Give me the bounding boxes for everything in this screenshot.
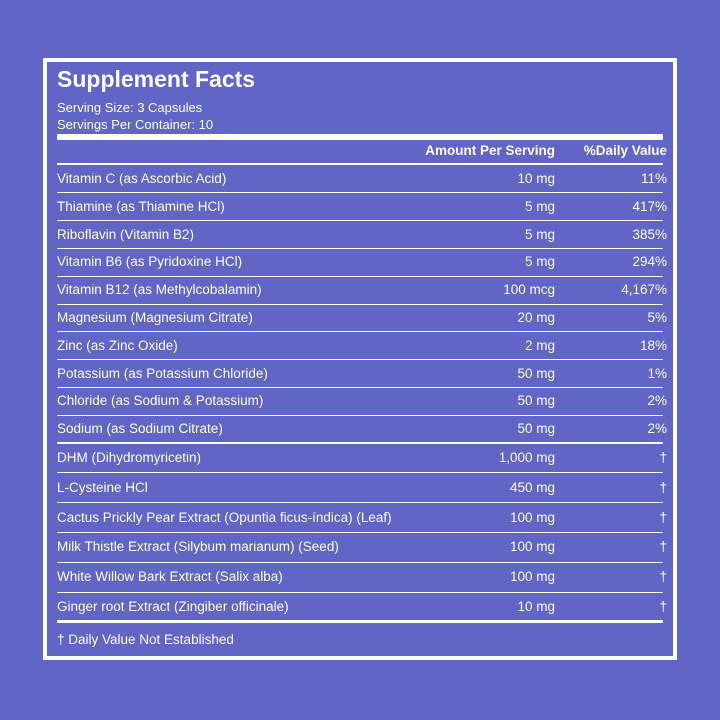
title: Supplement Facts bbox=[57, 66, 256, 92]
daily-value: † bbox=[659, 598, 667, 614]
rule bbox=[57, 303, 663, 305]
daily-value: † bbox=[659, 509, 667, 525]
daily-value: 18% bbox=[639, 337, 667, 353]
ingredient-name: Magnesium (Magnesium Citrate) bbox=[57, 309, 253, 325]
amount: 5 mg bbox=[524, 198, 555, 214]
rule bbox=[57, 414, 663, 416]
rule bbox=[57, 247, 663, 249]
rule bbox=[57, 359, 663, 361]
ingredient-name: L-Cysteine HCl bbox=[57, 479, 148, 495]
ingredient-name: Riboflavin (Vitamin B2) bbox=[57, 226, 195, 242]
servings-per-container: Servings Per Container: 10 bbox=[57, 117, 214, 132]
daily-value: 385% bbox=[632, 226, 667, 242]
header-daily-value: %Daily Value bbox=[583, 143, 667, 158]
ingredient-name: Chloride (as Sodium & Potassium) bbox=[57, 393, 264, 409]
ingredient-name: Vitamin B12 (as Methylcobalamin) bbox=[57, 282, 262, 298]
ingredient-name: DHM (Dihydromyricetin) bbox=[57, 449, 202, 465]
daily-value: † bbox=[659, 449, 667, 465]
ingredient-name: Milk Thistle Extract (Silybum marianum) … bbox=[57, 539, 339, 555]
rule bbox=[57, 561, 663, 563]
thick-rule bbox=[57, 134, 663, 140]
rule bbox=[57, 620, 663, 624]
amount: 50 mg bbox=[517, 393, 555, 409]
rule bbox=[57, 531, 663, 533]
ingredient-name: Vitamin B6 (as Pyridoxine HCl) bbox=[57, 254, 243, 270]
daily-value: 2% bbox=[647, 421, 667, 437]
amount: 100 mg bbox=[509, 539, 555, 555]
ingredient-name: Potassium (as Potassium Chloride) bbox=[57, 365, 268, 381]
ingredient-name: Cactus Prickly Pear Extract (Opuntia fic… bbox=[57, 509, 392, 525]
rule bbox=[57, 472, 663, 474]
ingredient-name: Ginger root Extract (Zingiber officinale… bbox=[57, 598, 289, 614]
supplement-facts-panel: Supplement Facts Serving Size: 3 Capsule… bbox=[43, 58, 677, 660]
header-amount: Amount Per Serving bbox=[425, 143, 555, 158]
amount: 100 mg bbox=[509, 569, 555, 585]
ingredient-name: Vitamin C (as Ascorbic Acid) bbox=[57, 170, 227, 186]
rule bbox=[57, 192, 663, 194]
amount: 10 mg bbox=[517, 170, 555, 186]
ingredient-name: Zinc (as Zinc Oxide) bbox=[57, 337, 178, 353]
amount: 50 mg bbox=[517, 421, 555, 437]
ingredient-name: Sodium (as Sodium Citrate) bbox=[57, 421, 223, 437]
amount: 2 mg bbox=[524, 337, 555, 353]
amount: 20 mg bbox=[517, 309, 555, 325]
amount: 1,000 mg bbox=[498, 449, 555, 465]
amount: 100 mg bbox=[509, 509, 555, 525]
daily-value: 2% bbox=[647, 393, 667, 409]
amount: 5 mg bbox=[524, 226, 555, 242]
rule bbox=[57, 441, 663, 445]
rule bbox=[57, 275, 663, 277]
rule bbox=[57, 163, 663, 165]
rule bbox=[57, 502, 663, 504]
daily-value: 11% bbox=[640, 170, 667, 186]
amount: 5 mg bbox=[524, 254, 555, 270]
amount: 10 mg bbox=[517, 598, 555, 614]
rule bbox=[57, 386, 663, 388]
rule bbox=[57, 220, 663, 222]
ingredient-name: Thiamine (as Thiamine HCl) bbox=[57, 198, 225, 214]
rule bbox=[57, 591, 663, 593]
daily-value: 5% bbox=[647, 309, 667, 325]
amount: 450 mg bbox=[509, 479, 555, 495]
daily-value: † bbox=[659, 569, 667, 585]
daily-value: 4,167% bbox=[621, 282, 667, 298]
daily-value: 1% bbox=[647, 365, 667, 381]
daily-value: 417% bbox=[632, 198, 667, 214]
daily-value: † bbox=[659, 479, 667, 495]
amount: 100 mcg bbox=[503, 282, 555, 298]
daily-value: † bbox=[659, 539, 667, 555]
rule bbox=[57, 331, 663, 333]
daily-value: 294% bbox=[632, 254, 667, 270]
amount: 50 mg bbox=[517, 365, 555, 381]
ingredient-name: White Willow Bark Extract (Salix alba) bbox=[57, 569, 283, 585]
footnote: † Daily Value Not Established bbox=[57, 632, 234, 647]
serving-size: Serving Size: 3 Capsules bbox=[57, 100, 203, 115]
